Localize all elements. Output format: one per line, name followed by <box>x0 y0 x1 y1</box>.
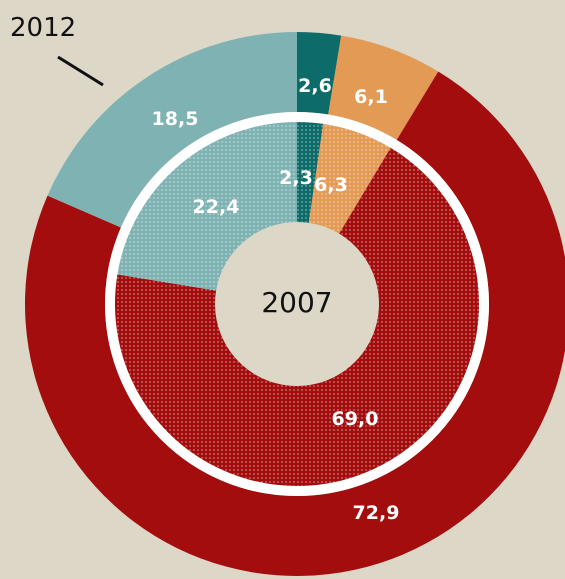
value-label-2007-2: 69,0 <box>332 408 379 430</box>
outer-ring-year-label: 2012 <box>10 13 76 43</box>
value-label-2012-0: 2,6 <box>298 75 332 97</box>
value-label-2012-1: 6,1 <box>354 86 388 108</box>
inner-ring-year-label: 2007 <box>261 286 332 319</box>
slice-2012-1 <box>328 35 439 140</box>
slice-2012-0 <box>297 32 342 115</box>
slice-texture-2007-0 <box>297 122 324 223</box>
value-label-2012-2: 72,9 <box>353 502 400 524</box>
slice-texture-2007-2 <box>114 147 479 487</box>
slice-2012-2 <box>25 71 565 576</box>
ring-separator <box>105 112 489 496</box>
value-labels: 2,6 6,1 72,9 18,5 2,3 6,3 69,0 22,4 <box>152 75 400 524</box>
value-label-2007-3: 22,4 <box>193 196 240 218</box>
outer-ring-2012 <box>25 32 565 576</box>
slice-texture-2007-3 <box>117 122 297 291</box>
value-label-2012-3: 18,5 <box>152 108 199 130</box>
inner-ring-2007 <box>114 122 479 487</box>
value-label-2007-1: 6,3 <box>314 174 348 196</box>
value-label-2007-0: 2,3 <box>279 167 313 189</box>
slice-2012-3 <box>47 32 297 228</box>
slice-texture-2007-1 <box>308 123 391 234</box>
year-2012-pointer-line <box>57 55 104 87</box>
